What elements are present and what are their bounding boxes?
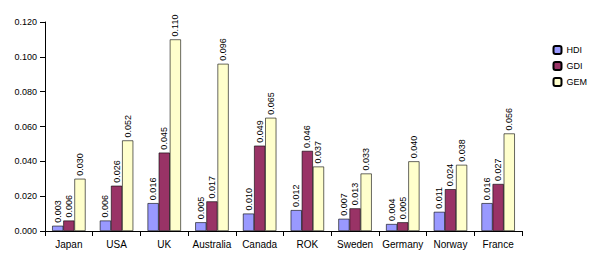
svg-text:Canada: Canada bbox=[242, 239, 277, 250]
svg-text:0.100: 0.100 bbox=[14, 52, 37, 62]
svg-text:0.024: 0.024 bbox=[445, 164, 455, 187]
svg-text:0.080: 0.080 bbox=[14, 87, 37, 97]
svg-text:0.006: 0.006 bbox=[100, 195, 110, 218]
svg-text:GDI: GDI bbox=[566, 61, 582, 71]
svg-text:0.056: 0.056 bbox=[504, 108, 514, 131]
svg-text:0.120: 0.120 bbox=[14, 17, 37, 27]
svg-text:0.027: 0.027 bbox=[493, 158, 503, 181]
svg-text:Japan: Japan bbox=[55, 239, 82, 250]
svg-text:0.000: 0.000 bbox=[14, 226, 37, 236]
svg-text:0.016: 0.016 bbox=[148, 178, 158, 201]
svg-text:0.038: 0.038 bbox=[457, 139, 467, 162]
svg-text:0.006: 0.006 bbox=[64, 195, 74, 218]
svg-text:0.017: 0.017 bbox=[207, 176, 217, 199]
svg-text:0.026: 0.026 bbox=[112, 160, 122, 183]
svg-text:0.012: 0.012 bbox=[291, 185, 301, 208]
svg-text:0.004: 0.004 bbox=[387, 199, 397, 222]
svg-text:0.016: 0.016 bbox=[482, 178, 492, 201]
svg-text:GEM: GEM bbox=[566, 77, 587, 87]
svg-text:Norway: Norway bbox=[433, 239, 467, 250]
svg-text:USA: USA bbox=[106, 239, 127, 250]
svg-text:0.033: 0.033 bbox=[361, 148, 371, 171]
svg-text:0.060: 0.060 bbox=[14, 122, 37, 132]
svg-text:0.011: 0.011 bbox=[434, 187, 444, 209]
svg-text:0.096: 0.096 bbox=[218, 38, 228, 61]
svg-text:0.005: 0.005 bbox=[196, 197, 206, 220]
svg-text:0.003: 0.003 bbox=[53, 200, 63, 223]
svg-text:0.040: 0.040 bbox=[409, 136, 419, 159]
svg-text:0.005: 0.005 bbox=[398, 197, 408, 220]
svg-text:0.045: 0.045 bbox=[159, 127, 169, 150]
svg-text:0.049: 0.049 bbox=[255, 120, 265, 143]
svg-text:0.040: 0.040 bbox=[14, 156, 37, 166]
svg-text:0.046: 0.046 bbox=[302, 125, 312, 148]
svg-text:UK: UK bbox=[157, 239, 171, 250]
svg-text:0.110: 0.110 bbox=[170, 15, 180, 37]
svg-text:HDI: HDI bbox=[566, 45, 582, 55]
svg-text:ROK: ROK bbox=[297, 239, 319, 250]
svg-text:0.010: 0.010 bbox=[244, 188, 254, 211]
svg-text:Sweden: Sweden bbox=[337, 239, 373, 250]
svg-text:0.065: 0.065 bbox=[266, 92, 276, 115]
svg-text:France: France bbox=[483, 239, 515, 250]
svg-text:0.037: 0.037 bbox=[313, 141, 323, 164]
svg-text:0.020: 0.020 bbox=[14, 191, 37, 201]
svg-text:Germany: Germany bbox=[382, 239, 423, 250]
svg-text:0.013: 0.013 bbox=[350, 183, 360, 206]
svg-text:0.007: 0.007 bbox=[339, 193, 349, 216]
svg-text:0.052: 0.052 bbox=[123, 115, 133, 138]
svg-text:0.030: 0.030 bbox=[75, 153, 85, 176]
svg-text:Australia: Australia bbox=[192, 239, 231, 250]
